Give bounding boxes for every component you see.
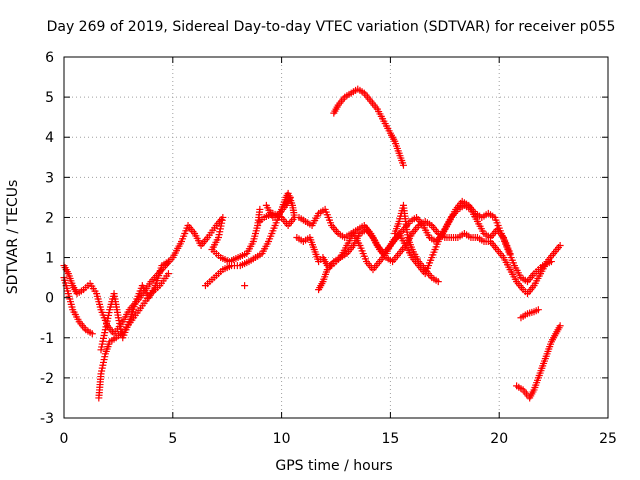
data-point: [506, 250, 514, 258]
y-tick-label: 5: [45, 90, 54, 106]
data-point: [399, 161, 407, 169]
y-tick-label: 0: [45, 291, 54, 307]
x-tick-label: 5: [168, 431, 177, 447]
y-tick-label: -3: [40, 411, 54, 427]
x-tick-label: 10: [273, 431, 291, 447]
x-tick-label: 25: [599, 431, 617, 447]
y-tick-label: -1: [40, 331, 54, 347]
y-tick-label: 3: [45, 170, 54, 186]
data-point: [164, 270, 172, 278]
data-point: [256, 217, 264, 225]
x-tick-label: 15: [381, 431, 399, 447]
y-tick-label: -2: [40, 371, 54, 387]
y-tick-label: 2: [45, 210, 54, 226]
data-point: [547, 258, 555, 266]
data-point: [241, 282, 249, 290]
data-point: [256, 205, 264, 213]
data-points: [60, 85, 564, 402]
chart-title: Day 269 of 2019, Sidereal Day-to-day VTE…: [47, 19, 616, 35]
data-point: [556, 322, 564, 330]
axis-ticks: 0 5 10 15 20 25 -3 -2 -1 0 1 2 3 4 5 6: [40, 50, 617, 447]
x-axis-label: GPS time / hours: [275, 458, 392, 474]
data-point: [556, 242, 564, 250]
y-axis-label: SDTVAR / TECUs: [5, 180, 21, 295]
data-point: [534, 306, 542, 314]
data-point: [88, 330, 96, 338]
y-tick-label: 4: [45, 130, 54, 146]
x-tick-label: 0: [60, 431, 69, 447]
data-point: [434, 278, 442, 286]
y-tick-label: 6: [45, 50, 54, 66]
plot-frame: [63, 56, 609, 419]
data-point: [286, 193, 294, 201]
y-tick-label: 1: [45, 251, 54, 267]
x-tick-label: 20: [490, 431, 508, 447]
data-point: [164, 258, 172, 266]
